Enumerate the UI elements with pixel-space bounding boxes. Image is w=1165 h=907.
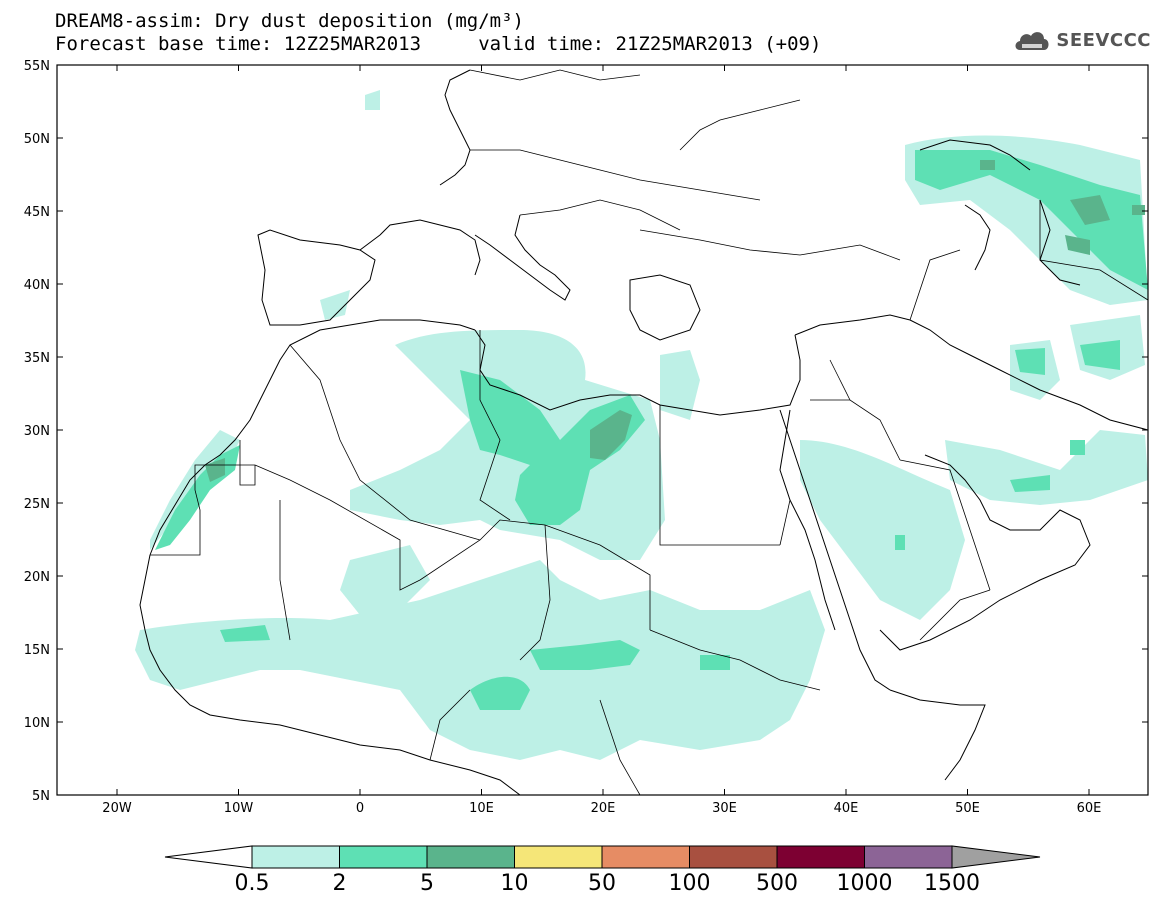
colorbar-swatch bbox=[514, 845, 603, 869]
lon-tick-label: 20W bbox=[102, 801, 132, 816]
lat-tick-label: 45N bbox=[24, 205, 50, 220]
coastlines bbox=[139, 69, 1148, 795]
colorbar-label: 50 bbox=[588, 871, 616, 896]
seevccc-logo: SEEVCCC bbox=[1012, 26, 1151, 54]
lat-tick-label: 40N bbox=[24, 278, 50, 293]
colorbar-label: 10 bbox=[501, 871, 529, 896]
lat-tick-label: 50N bbox=[24, 132, 50, 147]
latitude-axis: 55N 50N 45N 40N 35N 30N 25N 20N 15N 10N 5N bbox=[24, 59, 1148, 804]
colorbar-swatch bbox=[251, 845, 340, 869]
forecast-times: Forecast base time: 12Z25MAR2013 valid t… bbox=[55, 33, 822, 55]
colorbar-swatch bbox=[601, 845, 690, 869]
lon-tick-label: 60E bbox=[1077, 801, 1102, 816]
logo-text: SEEVCCC bbox=[1056, 29, 1151, 51]
lat-tick-label: 10N bbox=[24, 716, 50, 731]
colorbar-label: 100 bbox=[669, 871, 711, 896]
lon-tick-label: 40E bbox=[834, 801, 859, 816]
lat-tick-label: 25N bbox=[24, 497, 50, 512]
lat-tick-label: 35N bbox=[24, 351, 50, 366]
colorbar-label: 5 bbox=[420, 871, 434, 896]
lon-tick-label: 20E bbox=[591, 801, 616, 816]
lat-tick-label: 20N bbox=[24, 570, 50, 585]
colorbar-swatch bbox=[426, 845, 515, 869]
colorbar-label: 500 bbox=[756, 871, 798, 896]
lon-tick-label: 10W bbox=[224, 801, 254, 816]
dust-deposition-field bbox=[135, 90, 1148, 760]
lat-tick-label: 55N bbox=[24, 59, 50, 74]
colorbar-swatch bbox=[339, 845, 428, 869]
country-borders bbox=[150, 69, 1148, 795]
cloud-icon bbox=[1015, 32, 1049, 50]
colorbar-swatch bbox=[776, 845, 865, 869]
colorbar-high-arrow bbox=[951, 845, 1041, 869]
colorbar-swatch bbox=[864, 845, 953, 869]
lon-tick-label: 10E bbox=[469, 801, 494, 816]
lon-tick-label: 30E bbox=[712, 801, 737, 816]
lat-tick-label: 15N bbox=[24, 643, 50, 658]
lon-tick-label: 0 bbox=[356, 801, 364, 816]
lat-tick-label: 30N bbox=[24, 424, 50, 439]
colorbar-low-arrow bbox=[164, 845, 253, 869]
colorbar: 0.5 2 5 10 50 100 500 1000 1500 bbox=[164, 845, 1041, 896]
colorbar-label: 1500 bbox=[924, 871, 980, 896]
colorbar-label: 0.5 bbox=[235, 871, 270, 896]
lat-tick-label: 5N bbox=[32, 789, 50, 804]
colorbar-label: 1000 bbox=[837, 871, 893, 896]
longitude-axis: 20W 10W 0 10E 20E 30E 40E 50E 60E bbox=[102, 65, 1101, 816]
colorbar-swatch bbox=[689, 845, 778, 869]
colorbar-label: 2 bbox=[333, 871, 347, 896]
map-title: DREAM8-assim: Dry dust deposition (mg/m³… bbox=[55, 10, 524, 32]
lon-tick-label: 50E bbox=[955, 801, 980, 816]
